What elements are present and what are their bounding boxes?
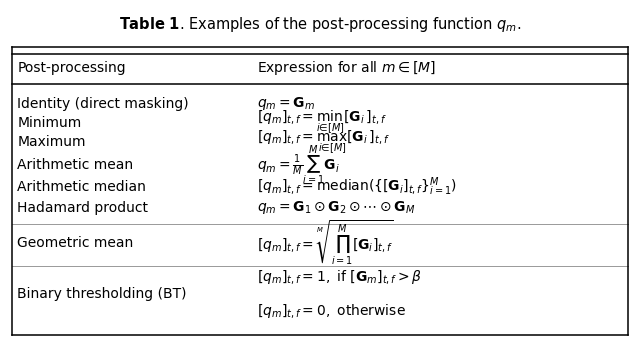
Text: Geometric mean: Geometric mean <box>17 236 134 250</box>
Text: $\mathbf{Table\ 1}$. Examples of the post-processing function $q_m$.: $\mathbf{Table\ 1}$. Examples of the pos… <box>119 15 521 34</box>
Text: Post-processing: Post-processing <box>17 61 126 75</box>
Text: $[q_m]_{t,f} = 0,\text{ otherwise}$: $[q_m]_{t,f} = 0,\text{ otherwise}$ <box>257 302 405 320</box>
Text: $q_m = \mathbf{G}_m$: $q_m = \mathbf{G}_m$ <box>257 95 315 112</box>
Text: $[q_m]_{t,f} = \mathrm{median}(\{[\mathbf{G}_i]_{t,f}\}_{i=1}^{M})$: $[q_m]_{t,f} = \mathrm{median}(\{[\mathb… <box>257 175 456 198</box>
Text: Maximum: Maximum <box>17 135 86 149</box>
Text: Binary thresholding (BT): Binary thresholding (BT) <box>17 287 187 301</box>
Text: $[q_m]_{t,f} = 1,\text{ if }[\mathbf{G}_m]_{t,f} > \beta$: $[q_m]_{t,f} = 1,\text{ if }[\mathbf{G}_… <box>257 269 422 286</box>
Text: $q_m = \mathbf{G}_1 \odot \mathbf{G}_2 \odot \cdots \odot \mathbf{G}_M$: $q_m = \mathbf{G}_1 \odot \mathbf{G}_2 \… <box>257 199 415 216</box>
Text: Expression for all $m \in [M]$: Expression for all $m \in [M]$ <box>257 59 435 77</box>
Text: $[q_m]_{t,f} = \max_{i\in[M]}[\mathbf{G}_i]_{t,f}$: $[q_m]_{t,f} = \max_{i\in[M]}[\mathbf{G}… <box>257 129 389 156</box>
Text: $[q_m]_{t,f} = \min_{i\in[M]}[\mathbf{G}_i]_{t,f}$: $[q_m]_{t,f} = \min_{i\in[M]}[\mathbf{G}… <box>257 109 386 136</box>
Text: Minimum: Minimum <box>17 116 82 130</box>
Text: Identity (direct masking): Identity (direct masking) <box>17 97 189 111</box>
Text: Arithmetic median: Arithmetic median <box>17 180 147 194</box>
Text: Hadamard product: Hadamard product <box>17 201 148 215</box>
Text: Arithmetic mean: Arithmetic mean <box>17 158 134 172</box>
Text: $[q_m]_{t,f} = \sqrt[M]{\prod_{i=1}^{M}[\mathbf{G}_i]_{t,f}}$: $[q_m]_{t,f} = \sqrt[M]{\prod_{i=1}^{M}[… <box>257 219 394 267</box>
Text: $q_m = \frac{1}{M}\sum_{i=1}^{M}\mathbf{G}_i$: $q_m = \frac{1}{M}\sum_{i=1}^{M}\mathbf{… <box>257 143 339 187</box>
